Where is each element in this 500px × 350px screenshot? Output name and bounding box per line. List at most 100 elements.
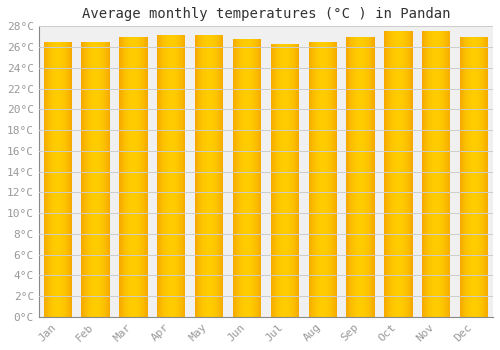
Bar [200,35,201,317]
Bar [196,35,197,317]
Bar [68,42,69,317]
Bar [139,37,140,317]
Bar [443,32,444,317]
Bar [94,42,95,317]
Bar [234,39,235,317]
Bar [297,44,298,317]
Bar [169,35,170,317]
Bar [209,35,210,317]
Bar [388,32,389,317]
Bar [220,35,221,317]
Bar [211,35,212,317]
Bar [430,32,431,317]
Bar [63,42,64,317]
Bar [277,44,278,317]
Bar [58,42,59,317]
Bar [159,35,160,317]
Bar [358,37,359,317]
Bar [359,37,360,317]
Bar [126,37,127,317]
Bar [272,44,273,317]
Bar [464,37,465,317]
Bar [181,35,182,317]
Bar [398,32,399,317]
Bar [251,39,252,317]
Bar [334,42,335,317]
Bar [128,37,129,317]
Bar [208,35,209,317]
Bar [253,39,254,317]
Bar [336,42,337,317]
Bar [390,32,391,317]
Bar [403,32,404,317]
Bar [355,37,356,317]
Bar [248,39,250,317]
Bar [87,42,88,317]
Bar [250,39,251,317]
Bar [45,42,46,317]
Bar [202,35,203,317]
Bar [204,35,205,317]
Bar [176,35,177,317]
Bar [366,37,367,317]
Bar [362,37,363,317]
Bar [91,42,92,317]
Bar [247,39,248,317]
Bar [329,42,330,317]
Bar [410,32,411,317]
Bar [243,39,244,317]
Bar [53,42,54,317]
Bar [487,37,488,317]
Bar [363,37,364,317]
Bar [48,42,49,317]
Bar [364,37,365,317]
Bar [463,37,464,317]
Bar [462,37,463,317]
Bar [146,37,147,317]
Bar [207,35,208,317]
Bar [331,42,332,317]
Bar [130,37,131,317]
Bar [411,32,412,317]
Bar [442,32,443,317]
Bar [99,42,100,317]
Bar [309,42,310,317]
Bar [124,37,125,317]
Bar [333,42,334,317]
Bar [119,37,120,317]
Bar [217,35,218,317]
Bar [173,35,174,317]
Bar [92,42,94,317]
Bar [473,37,474,317]
Bar [286,44,287,317]
Bar [349,37,350,317]
Bar [121,37,122,317]
Bar [384,32,385,317]
Bar [446,32,447,317]
Bar [466,37,468,317]
Bar [285,44,286,317]
Bar [387,32,388,317]
Bar [431,32,432,317]
Bar [254,39,255,317]
Bar [293,44,294,317]
Bar [239,39,240,317]
Bar [170,35,172,317]
Bar [312,42,313,317]
Bar [258,39,259,317]
Bar [165,35,166,317]
Bar [291,44,292,317]
Bar [201,35,202,317]
Bar [51,42,52,317]
Bar [163,35,164,317]
Bar [295,44,296,317]
Bar [278,44,279,317]
Bar [213,35,214,317]
Bar [61,42,62,317]
Bar [432,32,433,317]
Bar [216,35,217,317]
Bar [123,37,124,317]
Bar [354,37,355,317]
Bar [70,42,71,317]
Bar [52,42,53,317]
